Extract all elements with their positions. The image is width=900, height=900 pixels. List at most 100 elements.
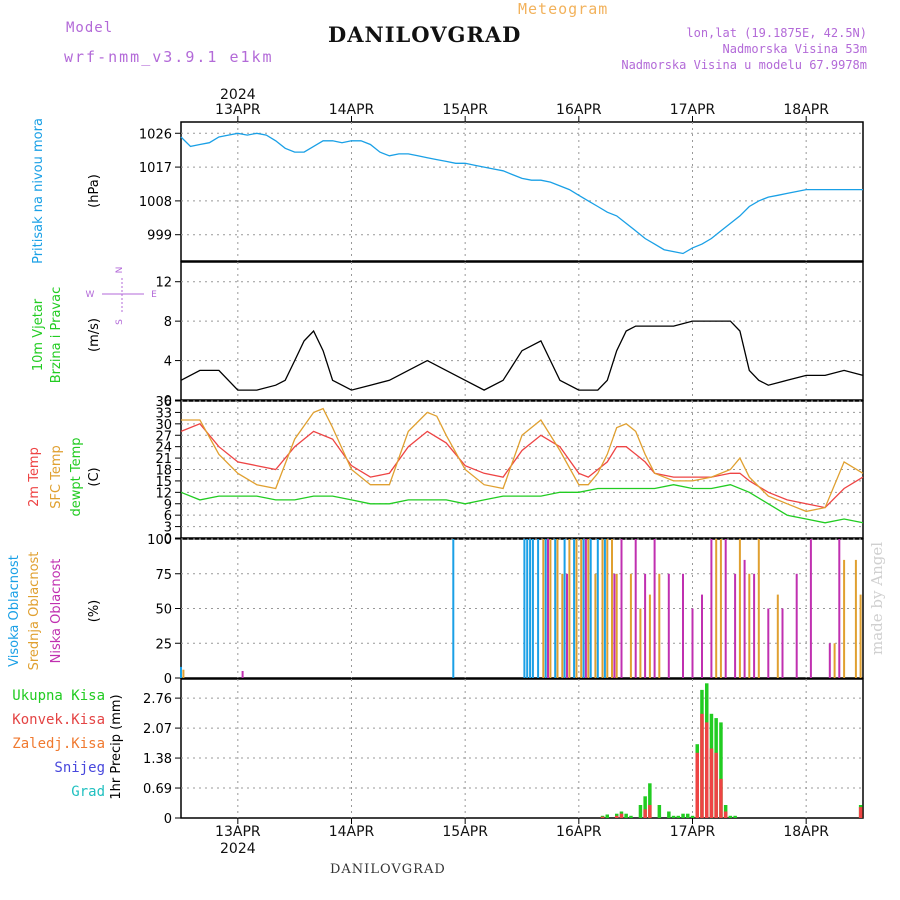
panel-frame bbox=[180, 678, 864, 819]
bar bbox=[603, 539, 606, 678]
panel-unit-wind: (m/s) bbox=[87, 318, 102, 352]
elevation-text: Nadmorska Visina 53m bbox=[722, 42, 868, 56]
bar bbox=[690, 815, 695, 818]
bar bbox=[624, 813, 628, 818]
x-date-label-top: 16APR bbox=[556, 102, 602, 118]
x-date-label-bottom: 15APR bbox=[442, 824, 488, 840]
panel-label-precip: 1hr Precip (mm) bbox=[109, 694, 124, 799]
bar bbox=[833, 643, 836, 679]
y-tick-label: 75 bbox=[155, 568, 172, 583]
panel-unit-pressure: (hPa) bbox=[87, 174, 102, 208]
bar bbox=[648, 594, 651, 678]
bar bbox=[547, 539, 549, 678]
page-title: DANILOVGRAD bbox=[328, 22, 522, 47]
bar bbox=[859, 594, 862, 678]
bar bbox=[542, 539, 545, 678]
y-tick-label: 3 bbox=[164, 521, 172, 536]
bar bbox=[753, 573, 756, 679]
precip-legend-item: Ukupna Kisa bbox=[12, 688, 105, 704]
x-date-label-bottom: 13APR bbox=[215, 824, 261, 840]
bar bbox=[589, 539, 592, 678]
y-tick-label: 0 bbox=[164, 532, 172, 547]
y-tick-label: 18 bbox=[155, 464, 172, 479]
bar bbox=[620, 539, 623, 678]
panel-label-temp-dew: dewpt Temp bbox=[69, 437, 84, 516]
bar bbox=[719, 778, 723, 818]
x-date-label-top: 15APR bbox=[442, 102, 488, 118]
y-tick-label: 12 bbox=[155, 276, 172, 291]
y-tick-label: 2.07 bbox=[143, 722, 172, 737]
bar bbox=[600, 816, 605, 818]
compass-east: E bbox=[151, 290, 157, 300]
bar bbox=[733, 815, 737, 818]
x-date-label-bottom: 14APR bbox=[329, 824, 375, 840]
panel-wind: 12 8 4 0 bbox=[155, 261, 864, 409]
y-tick-label: 8 bbox=[164, 315, 172, 330]
bar bbox=[667, 811, 671, 818]
bar bbox=[556, 539, 559, 678]
bar bbox=[561, 573, 564, 679]
bar bbox=[705, 722, 709, 818]
bar bbox=[719, 539, 722, 678]
bar bbox=[723, 811, 728, 818]
bar bbox=[724, 539, 727, 678]
y-tick-label: 33 bbox=[155, 406, 172, 421]
bar bbox=[568, 539, 571, 678]
panel-label-temp-2m: 2m Temp bbox=[27, 447, 42, 507]
compass-south: S bbox=[115, 319, 125, 325]
precip-legend-item: Snijeg bbox=[54, 760, 105, 776]
panel-frame bbox=[180, 261, 864, 401]
bar bbox=[710, 539, 713, 678]
y-tick-label: 0.69 bbox=[143, 782, 172, 797]
bar bbox=[838, 539, 841, 678]
bar bbox=[573, 539, 576, 678]
y-tick-label: 25 bbox=[155, 637, 172, 652]
panel-label-temp-sfc: SFC Temp bbox=[49, 445, 64, 509]
x-date-label-bottom: 17APR bbox=[670, 824, 716, 840]
bar bbox=[643, 809, 647, 818]
y-tick-label: 24 bbox=[155, 441, 172, 456]
bar bbox=[734, 573, 737, 679]
precip-legend-item: Konvek.Kisa bbox=[12, 712, 105, 728]
y-tick-label: 1026 bbox=[139, 127, 172, 142]
bar bbox=[629, 573, 632, 679]
bar bbox=[738, 539, 741, 678]
bar bbox=[828, 643, 831, 679]
bar bbox=[644, 573, 647, 679]
bar bbox=[594, 573, 597, 679]
bar bbox=[526, 539, 529, 678]
x-year-label-bottom: 2024 bbox=[220, 841, 256, 857]
precip-legend-item: Zaledj.Kisa bbox=[12, 736, 105, 752]
bar bbox=[182, 669, 185, 678]
bar bbox=[241, 671, 244, 678]
x-date-label-bottom: 18APR bbox=[783, 824, 829, 840]
compass-north: N bbox=[115, 267, 125, 274]
x-date-label-top: 18APR bbox=[783, 102, 829, 118]
bar bbox=[681, 813, 685, 818]
series-line-sfc-temp bbox=[181, 407, 864, 513]
bar bbox=[584, 539, 587, 678]
bar bbox=[776, 594, 779, 678]
bar bbox=[531, 539, 534, 678]
bar bbox=[529, 539, 532, 678]
bar bbox=[686, 813, 690, 818]
y-tick-label: 21 bbox=[155, 452, 172, 467]
y-tick-label: 15 bbox=[155, 475, 172, 490]
precip-legend-item: Grad bbox=[71, 784, 105, 800]
y-tick-label: 0 bbox=[164, 672, 172, 687]
bar bbox=[523, 539, 526, 678]
bar bbox=[613, 573, 616, 679]
x-date-label-top: 14APR bbox=[329, 102, 375, 118]
meteogram-label: Meteogram bbox=[518, 0, 609, 18]
bar bbox=[549, 539, 552, 678]
panel-label-wind: 10m Vjetar bbox=[31, 298, 46, 371]
bar bbox=[605, 814, 609, 818]
bar bbox=[566, 573, 568, 679]
bar bbox=[809, 539, 812, 678]
bar bbox=[629, 815, 633, 818]
series-line-pressure bbox=[180, 132, 863, 255]
compass-west: W bbox=[86, 290, 95, 300]
bar bbox=[606, 539, 609, 678]
x-date-label-top: 13APR bbox=[215, 102, 261, 118]
